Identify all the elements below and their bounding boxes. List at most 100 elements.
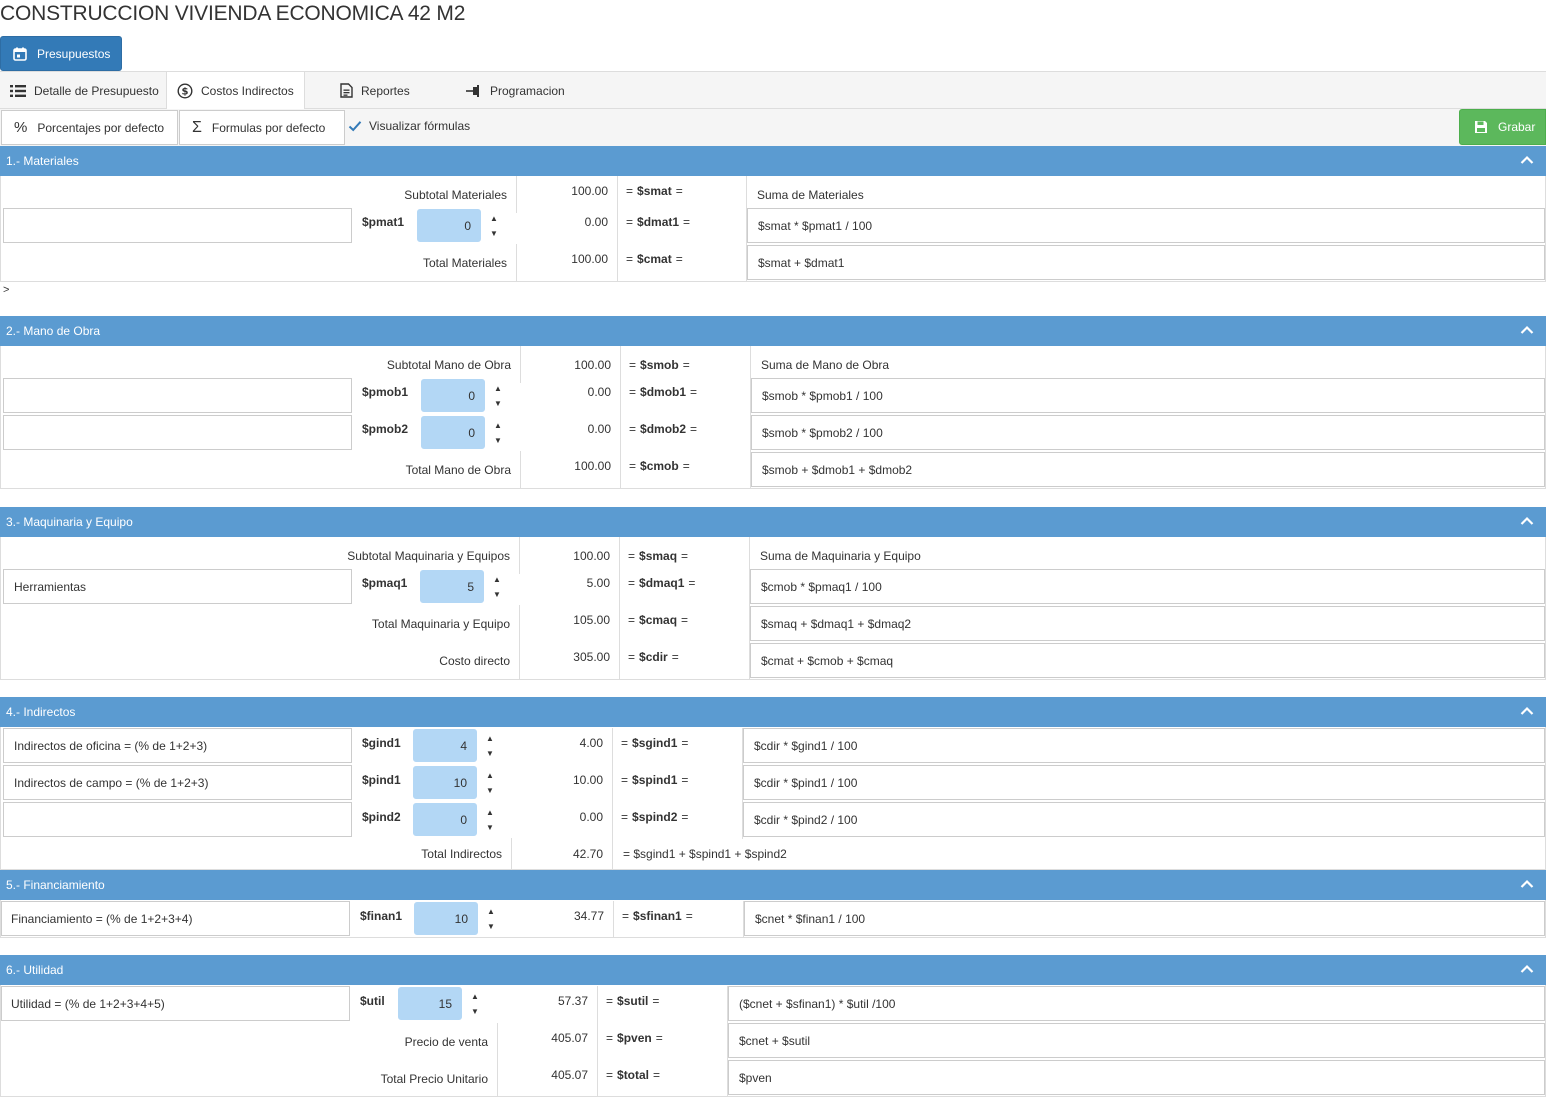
description-input[interactable] (3, 415, 352, 450)
formula-text: Suma de Materiales (757, 187, 864, 202)
increment-icon[interactable]: ▲ (493, 574, 501, 584)
table-row: Costo directo 305.00 = $cdir = $cmat + $cm… (1, 642, 1546, 679)
formula-input[interactable]: $cmat + $cmob + $cmaq (750, 643, 1545, 678)
table-row: Utilidad = (% de 1+2+3+4+5) $util 15 ▲ ▼… (1, 986, 1546, 1023)
percent-value[interactable]: 5 (420, 570, 484, 603)
chevron-up-icon[interactable] (1520, 153, 1534, 167)
list-icon (10, 84, 26, 97)
decrement-icon[interactable]: ▼ (487, 921, 495, 931)
description-input[interactable] (3, 208, 352, 243)
description-input[interactable]: Utilidad = (% de 1+2+3+4+5) (1, 986, 350, 1021)
row-label: Subtotal Maquinaria y Equipos (1, 537, 520, 574)
formula-input[interactable]: $smaq + $dmaq1 + $dmaq2 (750, 606, 1545, 641)
decrement-icon[interactable]: ▼ (494, 435, 502, 445)
tab-reportes[interactable]: Reportes (330, 72, 440, 109)
decrement-icon[interactable]: ▼ (486, 822, 494, 832)
section-header-materiales[interactable]: 1.- Materiales (0, 146, 1546, 176)
decrement-icon[interactable]: ▼ (486, 748, 494, 758)
result-variable: = $spind1 = (613, 765, 743, 802)
formula-input[interactable]: $smob * $pmob1 / 100 (751, 378, 1545, 413)
grabar-button[interactable]: Grabar (1459, 109, 1546, 145)
section-header-financiamiento[interactable]: 5.- Financiamiento (0, 870, 1546, 900)
dollar-circle-icon: $ (177, 82, 193, 99)
formula-input[interactable]: $smob + $dmob1 + $dmob2 (751, 452, 1545, 487)
decrement-icon[interactable]: ▼ (486, 785, 494, 795)
table-row: Total Mano de Obra 100.00 = $cmob = $smob … (1, 451, 1546, 488)
formula-input[interactable]: $cdir * $gind1 / 100 (743, 728, 1545, 763)
chevron-up-icon[interactable] (1520, 962, 1534, 976)
increment-icon[interactable]: ▲ (486, 770, 494, 780)
section-header-utilidad[interactable]: 6.- Utilidad (0, 955, 1546, 985)
percent-variable: $pmat1 (362, 215, 405, 229)
formula-input[interactable]: $cmob * $pmaq1 / 100 (750, 569, 1545, 604)
table-row: Subtotal Mano de Obra 100.00 = $smob = Sum… (1, 346, 1546, 383)
percent-value[interactable]: 0 (421, 416, 485, 449)
formula-input[interactable]: $pven (728, 1060, 1545, 1095)
chevron-up-icon[interactable] (1520, 877, 1534, 891)
decrement-icon[interactable]: ▼ (471, 1006, 479, 1016)
percent-value[interactable]: 15 (398, 987, 462, 1020)
tab-detalle-presupuesto[interactable]: Detalle de Presupuesto (0, 72, 166, 109)
percent-variable: $gind1 (362, 736, 401, 750)
row-value: 100.00 (517, 176, 618, 213)
percent-value[interactable]: 0 (421, 379, 485, 412)
table-row: Herramientas $pmaq1 5 ▲ ▼ 5.00 = $dmaq1 = … (1, 568, 1546, 605)
section-title: 3.- Maquinaria y Equipo (6, 515, 133, 529)
percent-value[interactable]: 0 (417, 209, 481, 242)
porcentajes-por-defecto-button[interactable]: % Porcentajes por defecto (1, 110, 178, 145)
description-input[interactable]: Herramientas (3, 569, 352, 604)
result-variable: = $smat = (618, 176, 747, 213)
formula-input[interactable]: $cnet + $sutil (728, 1023, 1545, 1058)
result-variable: = $sgind1 = (613, 728, 743, 765)
save-icon (1475, 121, 1487, 133)
increment-icon[interactable]: ▲ (487, 906, 495, 916)
increment-icon[interactable]: ▲ (471, 991, 479, 1001)
decrement-icon[interactable]: ▼ (494, 398, 502, 408)
increment-icon[interactable]: ▲ (486, 733, 494, 743)
chevron-up-icon[interactable] (1520, 514, 1534, 528)
percent-variable: $pmob1 (362, 385, 409, 399)
section-header-maquinaria[interactable]: 3.- Maquinaria y Equipo (0, 507, 1546, 537)
formula-input[interactable]: $smat + $dmat1 (747, 245, 1545, 280)
calendar-icon (13, 47, 27, 61)
percent-value[interactable]: 4 (413, 729, 477, 762)
percent-value[interactable]: 0 (413, 803, 477, 836)
decrement-icon[interactable]: ▼ (490, 228, 498, 238)
document-icon (340, 83, 353, 98)
toggle-indicator: > (3, 284, 10, 296)
percent-value[interactable]: 10 (413, 766, 477, 799)
increment-icon[interactable]: ▲ (486, 807, 494, 817)
tab-programacion[interactable]: Programacion (456, 72, 586, 109)
table-row: $pind2 0 ▲ ▼ 0.00 = $spind2 = $cdir * $pin… (1, 802, 1546, 839)
increment-icon[interactable]: ▲ (494, 420, 502, 430)
description-input[interactable]: Indirectos de oficina = (% de 1+2+3) (3, 728, 352, 763)
row-value: 305.00 (520, 642, 620, 679)
section-header-indirectos[interactable]: 4.- Indirectos (0, 697, 1546, 727)
description-input[interactable]: Indirectos de campo = (% de 1+2+3) (3, 765, 352, 800)
result-variable: = $sfinan1 = (614, 901, 744, 938)
row-label: Subtotal Materiales (1, 176, 517, 213)
formula-input[interactable]: ($cnet + $sfinan1) * $util /100 (728, 986, 1545, 1021)
description-input[interactable] (3, 802, 352, 837)
increment-icon[interactable]: ▲ (494, 383, 502, 393)
formula-input[interactable]: $cdir * $pind1 / 100 (743, 765, 1545, 800)
formula-input[interactable]: $cdir * $pind2 / 100 (743, 802, 1545, 837)
decrement-icon[interactable]: ▼ (493, 589, 501, 599)
description-input[interactable]: Financiamiento = (% de 1+2+3+4) (1, 901, 350, 936)
formula-input[interactable]: $smat * $pmat1 / 100 (747, 208, 1545, 243)
formula-input[interactable]: $cnet * $finan1 / 100 (744, 901, 1545, 936)
increment-icon[interactable]: ▲ (490, 213, 498, 223)
formula-input[interactable]: $smob * $pmob2 / 100 (751, 415, 1545, 450)
section-title: 5.- Financiamiento (6, 878, 105, 892)
presupuestos-button[interactable]: Presupuestos (0, 36, 122, 71)
visualizar-formulas-checkbox[interactable]: Visualizar fórmulas (347, 118, 470, 134)
chevron-up-icon[interactable] (1520, 704, 1534, 718)
percent-value[interactable]: 10 (414, 902, 478, 935)
formulas-por-defecto-button[interactable]: Σ Formulas por defecto (179, 110, 345, 145)
chevron-up-icon[interactable] (1520, 323, 1534, 337)
result-variable: = $smob = (621, 346, 751, 383)
row-value: 5.00 (520, 568, 620, 605)
section-header-mano-de-obra[interactable]: 2.- Mano de Obra (0, 316, 1546, 346)
description-input[interactable] (3, 378, 352, 413)
tab-costos-indirectos[interactable]: $ Costos Indirectos (166, 72, 305, 109)
